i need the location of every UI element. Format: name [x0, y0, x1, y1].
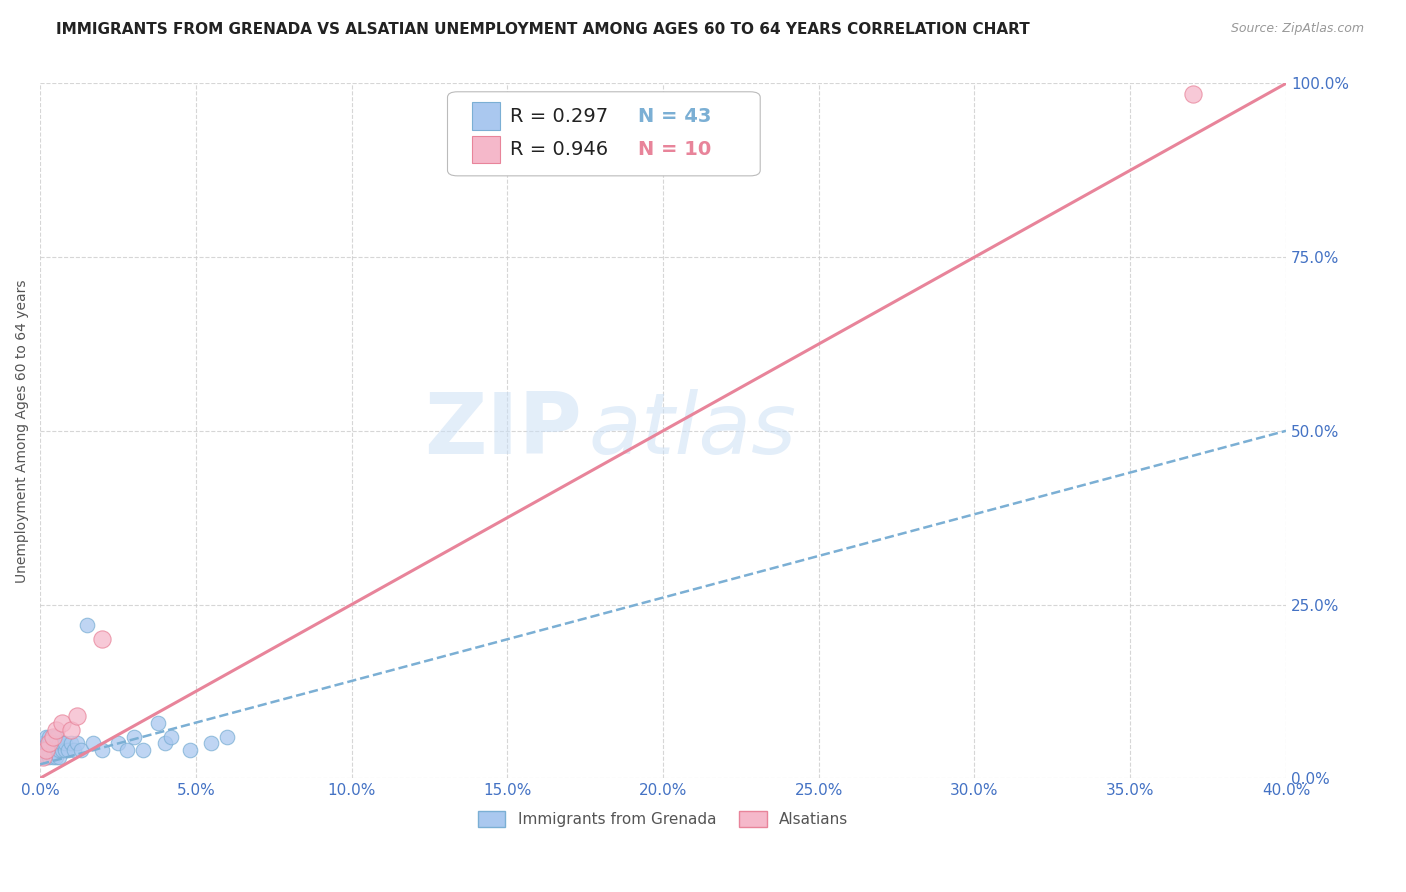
Point	[63, 743, 86, 757]
Point	[200, 737, 222, 751]
Point	[41, 730, 63, 744]
Point	[38, 737, 60, 751]
Point	[45, 750, 67, 764]
Point	[91, 632, 114, 647]
Point	[48, 750, 70, 764]
Point	[51, 743, 73, 757]
Point	[32, 737, 55, 751]
Point	[45, 737, 67, 751]
Point	[38, 750, 60, 764]
Point	[41, 750, 63, 764]
Y-axis label: Unemployment Among Ages 60 to 64 years: Unemployment Among Ages 60 to 64 years	[15, 279, 30, 582]
Point	[41, 730, 63, 744]
Point	[60, 737, 83, 751]
Point	[35, 743, 58, 757]
Point	[1181, 87, 1204, 101]
Point	[56, 743, 79, 757]
Point	[51, 737, 73, 751]
Point	[35, 750, 58, 764]
Point	[60, 723, 83, 737]
Point	[53, 743, 76, 757]
Text: N = 10: N = 10	[638, 140, 711, 159]
Text: atlas: atlas	[588, 389, 796, 473]
FancyBboxPatch shape	[447, 92, 761, 176]
FancyBboxPatch shape	[472, 103, 499, 130]
Point	[91, 743, 114, 757]
Text: R = 0.297: R = 0.297	[510, 107, 607, 126]
Point	[32, 743, 55, 757]
Point	[53, 737, 76, 751]
Point	[45, 723, 67, 737]
Point	[117, 743, 139, 757]
Point	[107, 737, 129, 751]
Point	[148, 715, 170, 730]
Text: N = 43: N = 43	[638, 107, 711, 126]
Point	[82, 737, 104, 751]
Text: IMMIGRANTS FROM GRENADA VS ALSATIAN UNEMPLOYMENT AMONG AGES 60 TO 64 YEARS CORRE: IMMIGRANTS FROM GRENADA VS ALSATIAN UNEM…	[56, 22, 1031, 37]
Point	[179, 743, 201, 757]
Point	[32, 750, 55, 764]
Point	[132, 743, 155, 757]
Point	[45, 730, 67, 744]
Point	[153, 737, 176, 751]
Point	[48, 743, 70, 757]
Point	[66, 708, 89, 723]
Point	[160, 730, 183, 744]
Point	[41, 743, 63, 757]
Point	[122, 730, 145, 744]
Point	[35, 730, 58, 744]
Point	[69, 743, 91, 757]
Point	[38, 730, 60, 744]
Point	[41, 737, 63, 751]
Point	[51, 715, 73, 730]
Point	[38, 737, 60, 751]
FancyBboxPatch shape	[472, 136, 499, 163]
Text: ZIP: ZIP	[425, 389, 582, 473]
Point	[48, 737, 70, 751]
Point	[215, 730, 238, 744]
Point	[66, 737, 89, 751]
Point	[38, 743, 60, 757]
Text: Source: ZipAtlas.com: Source: ZipAtlas.com	[1230, 22, 1364, 36]
Point	[35, 743, 58, 757]
Text: R = 0.946: R = 0.946	[510, 140, 607, 159]
Legend: Immigrants from Grenada, Alsatians: Immigrants from Grenada, Alsatians	[472, 805, 855, 833]
Point	[32, 750, 55, 764]
Point	[76, 618, 98, 632]
Point	[35, 737, 58, 751]
